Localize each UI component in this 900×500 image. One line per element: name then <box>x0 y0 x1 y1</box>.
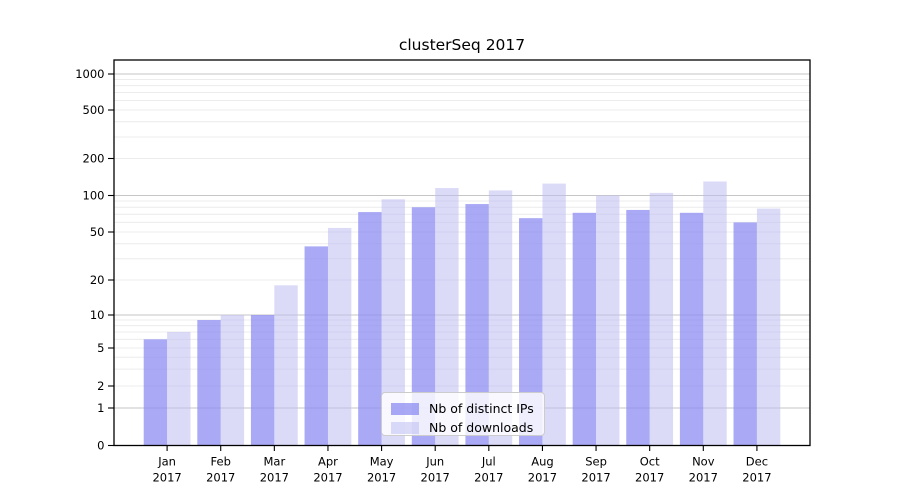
legend-swatch-downloads <box>391 421 419 434</box>
x-tick-label-month: Jan <box>157 455 176 469</box>
x-tick-label-year: 2017 <box>260 471 289 485</box>
legend-item-downloads: Nb of downloads <box>391 418 544 437</box>
bar-downloads <box>274 285 298 446</box>
x-tick-label-year: 2017 <box>421 471 450 485</box>
bar-downloads <box>542 183 566 446</box>
x-tick-label-month: May <box>370 455 394 469</box>
x-tick-label-year: 2017 <box>206 471 235 485</box>
bar-downloads <box>220 315 245 446</box>
x-tick-label-month: Oct <box>640 455 660 469</box>
bar-distinct-ips <box>304 246 328 446</box>
bar-distinct-ips <box>197 320 221 446</box>
y-tick-label: 2 <box>97 379 104 393</box>
y-tick-label: 5 <box>97 341 104 355</box>
bar-distinct-ips <box>358 212 382 446</box>
y-tick-label: 1000 <box>75 67 104 81</box>
chart-title: clusterSeq 2017 <box>398 36 526 54</box>
bar-distinct-ips <box>733 222 757 446</box>
x-tick-label-year: 2017 <box>474 471 503 485</box>
x-tick-label-month: Aug <box>531 455 553 469</box>
bar-distinct-ips <box>519 218 543 446</box>
x-tick-label-year: 2017 <box>689 471 718 485</box>
bar-distinct-ips <box>572 212 597 446</box>
x-tick-label-month: Jul <box>481 455 496 469</box>
x-tick-label-month: Feb <box>211 455 231 469</box>
bar-downloads <box>596 195 620 446</box>
x-tick-label-year: 2017 <box>742 471 771 485</box>
bar-downloads <box>756 208 781 446</box>
plot-border <box>113 59 811 447</box>
bar-downloads <box>703 181 727 446</box>
legend-swatch-distinct-ips <box>391 402 419 415</box>
y-tick-label: 200 <box>83 152 105 166</box>
x-tick-label-month: Mar <box>263 455 285 469</box>
bar-downloads <box>167 331 191 446</box>
x-tick-label-year: 2017 <box>581 471 610 485</box>
bar-distinct-ips <box>250 315 275 446</box>
x-tick-label-month: Apr <box>318 455 338 469</box>
x-tick-label-year: 2017 <box>528 471 557 485</box>
legend-item-distinct-ips: Nb of distinct IPs <box>391 399 544 418</box>
legend: Nb of distinct IPs Nb of downloads <box>381 392 545 436</box>
x-tick-label-month: Dec <box>746 455 768 469</box>
bar-downloads <box>327 227 352 446</box>
y-tick-label: 1 <box>97 401 104 415</box>
x-tick-label-year: 2017 <box>313 471 342 485</box>
bar-distinct-ips <box>626 209 650 446</box>
x-tick-label-month: Sep <box>585 455 607 469</box>
bar-distinct-ips <box>411 207 436 446</box>
y-tick-label: 20 <box>90 273 105 287</box>
legend-label-distinct-ips: Nb of distinct IPs <box>429 401 534 416</box>
x-tick-label-year: 2017 <box>635 471 664 485</box>
bar-distinct-ips <box>465 204 489 446</box>
y-tick-label: 500 <box>83 103 105 117</box>
y-tick-label: 0 <box>97 439 104 453</box>
y-tick-label: 50 <box>90 225 105 239</box>
x-tick-label-year: 2017 <box>367 471 396 485</box>
bar-distinct-ips <box>143 339 168 446</box>
bar-downloads <box>381 199 405 446</box>
bar-downloads <box>488 190 513 446</box>
bar-downloads <box>649 192 674 446</box>
x-tick-label-year: 2017 <box>152 471 181 485</box>
x-tick-label-month: Jun <box>425 455 444 469</box>
bar-downloads <box>435 188 459 446</box>
y-tick-label: 100 <box>83 189 105 203</box>
legend-label-downloads: Nb of downloads <box>429 420 534 435</box>
x-tick-label-month: Nov <box>692 455 715 469</box>
bar-distinct-ips <box>679 212 704 446</box>
y-tick-label: 10 <box>90 308 105 322</box>
